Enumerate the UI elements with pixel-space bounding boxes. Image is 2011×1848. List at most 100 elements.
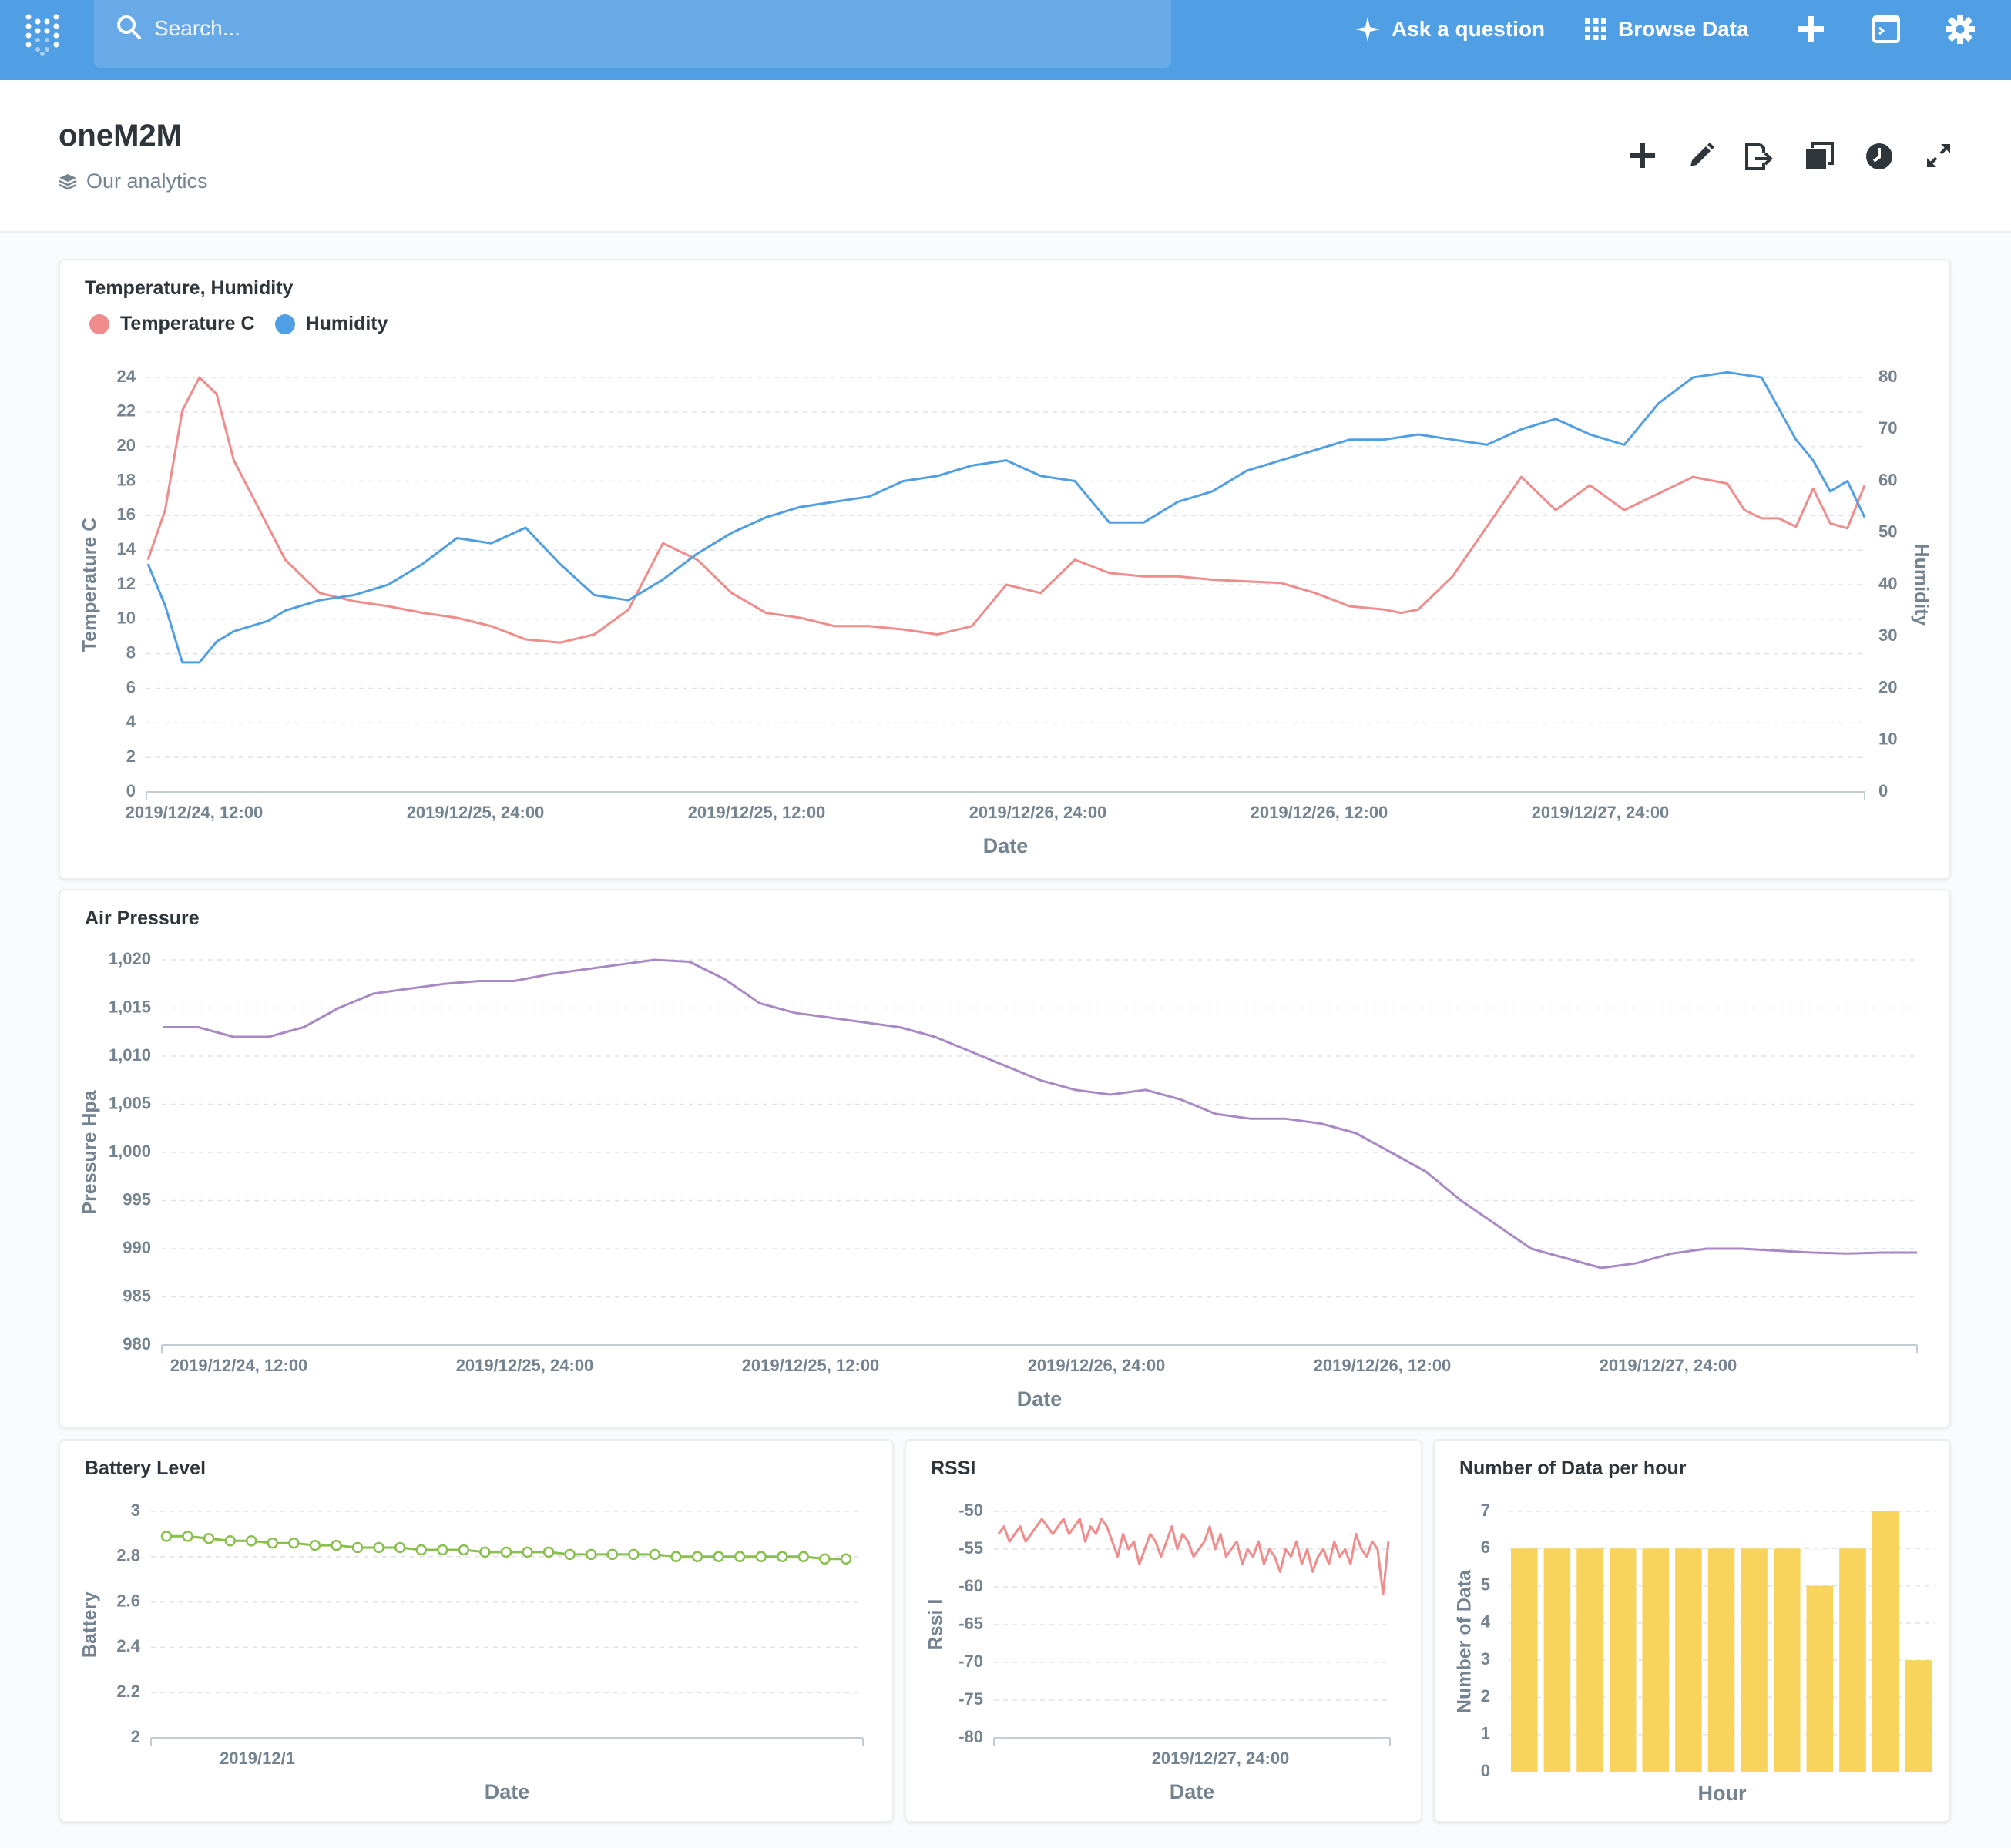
data-point bbox=[394, 1541, 406, 1554]
data-point bbox=[797, 1551, 810, 1563]
legend-item-humidity[interactable]: Humidity bbox=[274, 313, 388, 335]
y-tick-label: 1,010 bbox=[109, 1045, 151, 1065]
bar bbox=[1806, 1585, 1834, 1772]
x-tick-label: 2019/12/27, 24:00 bbox=[1152, 1749, 1290, 1768]
y-tick-label: 3 bbox=[131, 1501, 140, 1520]
x-tick-label: 2019/12/26, 24:00 bbox=[969, 803, 1107, 822]
y-tick-label: 1 bbox=[1481, 1724, 1490, 1743]
dashboard-title: oneM2M bbox=[59, 119, 182, 153]
y-right-tick-label: 80 bbox=[1878, 367, 1897, 386]
y-tick-label: 16 bbox=[117, 505, 136, 524]
y-tick-label: 22 bbox=[117, 401, 136, 421]
metabase-logo-icon[interactable] bbox=[22, 11, 68, 57]
y-tick-label: 4 bbox=[126, 712, 136, 731]
data-point bbox=[331, 1539, 342, 1551]
data-point bbox=[267, 1537, 279, 1549]
legend-label: Temperature C bbox=[120, 313, 255, 334]
plus-icon[interactable] bbox=[1797, 15, 1825, 43]
y-tick-label: 2 bbox=[1481, 1686, 1490, 1705]
search-bar[interactable] bbox=[94, 0, 1171, 68]
y-tick-label: -65 bbox=[958, 1614, 983, 1633]
clock-icon[interactable] bbox=[1865, 142, 1894, 171]
data-point bbox=[691, 1551, 703, 1563]
y-tick-label: 6 bbox=[1481, 1538, 1490, 1557]
data-point bbox=[160, 1531, 173, 1542]
temperature-legend-dot bbox=[89, 314, 109, 334]
series-line-rssi bbox=[997, 1518, 1390, 1596]
x-tick-label: 2019/12/25, 24:00 bbox=[456, 1356, 594, 1375]
pencil-icon[interactable] bbox=[1687, 142, 1715, 169]
y-tick-label: -80 bbox=[958, 1727, 983, 1746]
y-tick-label: 6 bbox=[126, 677, 136, 696]
y-right-tick-label: 70 bbox=[1878, 418, 1897, 438]
y-right-tick-label: 50 bbox=[1878, 522, 1897, 542]
duplicate-icon[interactable] bbox=[1805, 142, 1834, 171]
card-title[interactable]: Number of Data per hour bbox=[1459, 1457, 1687, 1479]
card-title[interactable]: Air Pressure bbox=[85, 907, 200, 929]
bar bbox=[1609, 1548, 1637, 1772]
browse-data-label: Browse Data bbox=[1618, 17, 1749, 41]
x-tick-label: 2019/12/25, 12:00 bbox=[688, 803, 826, 822]
share-icon[interactable] bbox=[1743, 142, 1774, 171]
temperature-humidity-card[interactable]: Temperature, Humidity Temperature C Humi… bbox=[59, 259, 1951, 880]
data-point bbox=[246, 1534, 257, 1547]
air-pressure-card[interactable]: Air Pressure 980 985 990 995 1,000 1,005 1,010… bbox=[59, 889, 1951, 1428]
y-tick-label: -55 bbox=[958, 1538, 983, 1558]
y-tick-label: 2.4 bbox=[116, 1636, 140, 1655]
y-right-tick-label: 30 bbox=[1878, 626, 1897, 645]
sql-editor-icon[interactable] bbox=[1872, 15, 1900, 43]
x-tick-label: 2019/12/27, 24:00 bbox=[1600, 1356, 1737, 1375]
x-axis-label: Date bbox=[485, 1780, 530, 1803]
top-navbar: Ask a question Browse Data bbox=[0, 0, 2011, 80]
y-tick-label: -60 bbox=[958, 1576, 983, 1595]
y-tick-label: 0 bbox=[126, 781, 136, 800]
y-tick-label: 14 bbox=[117, 539, 136, 558]
y-tick-label: 5 bbox=[1481, 1575, 1490, 1594]
y-axis-label: Pressure Hpa bbox=[79, 1089, 101, 1214]
x-tick-label: 2019/12/1 bbox=[220, 1749, 295, 1768]
add-card-icon[interactable] bbox=[1629, 142, 1657, 169]
data-point bbox=[586, 1548, 597, 1561]
legend-label: Humidity bbox=[305, 313, 388, 334]
y-tick-label: 10 bbox=[117, 609, 136, 628]
y-tick-label: 24 bbox=[117, 367, 136, 386]
y-right-axis-label: Humidity bbox=[1910, 544, 1932, 626]
ask-question-button[interactable]: Ask a question bbox=[1355, 11, 1545, 48]
collection-breadcrumb[interactable]: Our analytics bbox=[59, 169, 208, 193]
bar bbox=[1576, 1548, 1603, 1772]
rssi-card[interactable]: RSSI -80 -75 -70 -65 -60 -55 -50 2019/12/27, 24… bbox=[905, 1439, 1422, 1823]
card-title[interactable]: Temperature, Humidity bbox=[85, 277, 294, 299]
data-point bbox=[479, 1546, 491, 1558]
data-point bbox=[373, 1541, 384, 1554]
gear-icon[interactable] bbox=[1945, 14, 1976, 45]
card-title[interactable]: Battery Level bbox=[85, 1457, 206, 1479]
grid-icon bbox=[1585, 18, 1606, 40]
y-tick-label: 18 bbox=[117, 470, 136, 489]
chart-legend: Temperature C Humidity bbox=[89, 313, 388, 335]
card-title[interactable]: RSSI bbox=[931, 1457, 976, 1479]
data-point bbox=[713, 1551, 724, 1563]
data-point bbox=[224, 1534, 236, 1547]
humidity-legend-dot bbox=[274, 314, 295, 334]
y-right-tick-label: 0 bbox=[1878, 781, 1888, 800]
y-tick-label: 3 bbox=[1481, 1649, 1490, 1669]
battery-level-card[interactable]: Battery Level 2 2.2 2.4 2.6 2.8 3 2019/12/1 Dat… bbox=[59, 1439, 894, 1823]
x-axis-label: Hour bbox=[1698, 1782, 1747, 1805]
x-axis-label: Date bbox=[983, 834, 1029, 857]
fullscreen-icon[interactable] bbox=[1925, 142, 1952, 169]
rssi-chart: -80 -75 -70 -65 -60 -55 -50 2019/12/27, 24:00 Da… bbox=[925, 1501, 1391, 1803]
battery-level-chart: 2 2.2 2.4 2.6 2.8 3 2019/12/1 Date Battery bbox=[79, 1501, 864, 1803]
legend-item-temperature[interactable]: Temperature C bbox=[89, 313, 255, 335]
browse-data-button[interactable]: Browse Data bbox=[1584, 11, 1749, 48]
series-line-temperature-c bbox=[146, 376, 1866, 644]
bar bbox=[1707, 1548, 1735, 1772]
data-point bbox=[840, 1553, 852, 1565]
y-tick-label: 995 bbox=[123, 1189, 151, 1209]
y-axis-label: Rssi I bbox=[925, 1599, 947, 1651]
data-point bbox=[755, 1551, 767, 1563]
data-point bbox=[182, 1531, 193, 1542]
dashboard-header: oneM2M Our analytics bbox=[0, 80, 2011, 233]
search-input[interactable] bbox=[154, 0, 1156, 57]
y-tick-label: -70 bbox=[958, 1652, 983, 1671]
data-per-hour-card[interactable]: Number of Data per hour 0 1 2 3 4 5 6 7 Hour Numb… bbox=[1433, 1439, 1951, 1823]
